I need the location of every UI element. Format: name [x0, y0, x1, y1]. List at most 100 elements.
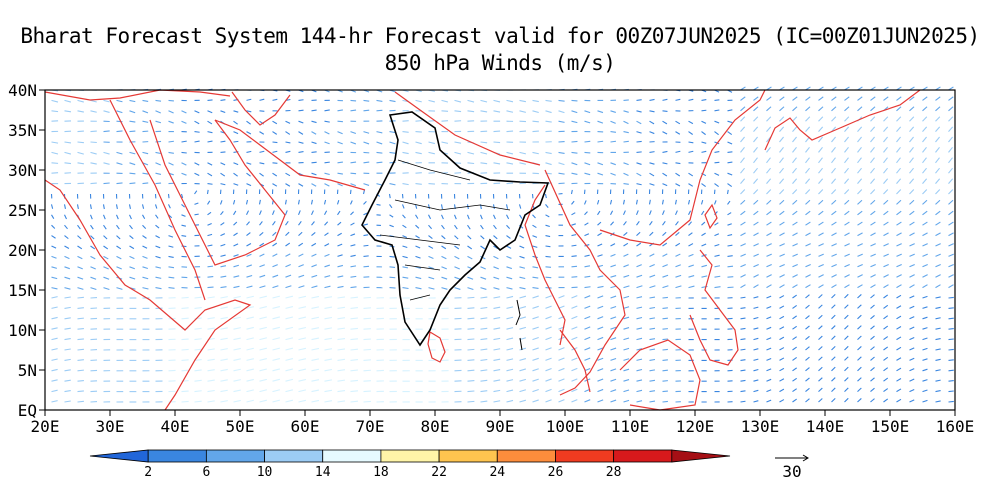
- wind-vector: [480, 400, 488, 403]
- wind-vector: [948, 136, 953, 143]
- wind-vector: [935, 389, 941, 393]
- wind-vector: [831, 221, 837, 226]
- wind-vector: [259, 172, 264, 177]
- wind-vector: [753, 327, 759, 330]
- wind-vector: [519, 295, 527, 299]
- wind-vector: [64, 296, 71, 299]
- colorbar-label: 22: [431, 465, 447, 480]
- wind-vector: [662, 380, 668, 382]
- wind-vector: [480, 110, 488, 113]
- wind-vector: [207, 110, 213, 114]
- wind-vector: [584, 172, 591, 176]
- wind-vector: [649, 110, 655, 113]
- wind-vector: [818, 243, 824, 247]
- wind-vector: [220, 368, 228, 372]
- wind-vector: [896, 116, 902, 122]
- wind-vector: [792, 325, 797, 330]
- wind-vector: [285, 285, 292, 289]
- wind-vector: [792, 157, 797, 164]
- wind-vector: [766, 295, 772, 299]
- wind-vector: [753, 306, 759, 309]
- wind-vector: [753, 221, 759, 226]
- wind-vector: [298, 295, 307, 299]
- wind-vector: [675, 253, 681, 257]
- wind-vector: [623, 140, 629, 143]
- wind-vector: [298, 358, 307, 361]
- wind-vector: [597, 336, 604, 341]
- wind-vector: [103, 245, 109, 250]
- wind-vector: [454, 255, 460, 260]
- wind-vector: [584, 326, 591, 330]
- wind-vector: [831, 96, 837, 101]
- wind-vector: [896, 378, 902, 382]
- wind-vector: [558, 172, 565, 175]
- wind-vector: [857, 253, 863, 257]
- wind-vector: [77, 369, 84, 372]
- wind-vector: [701, 221, 706, 226]
- wind-vector: [272, 285, 279, 289]
- wind-vector: [597, 221, 602, 226]
- wind-vector: [935, 296, 941, 299]
- y-tick-label: 10N: [8, 321, 37, 340]
- wind-vector: [220, 286, 227, 289]
- wind-vector: [506, 389, 514, 393]
- wind-vector: [766, 347, 772, 351]
- wind-vector: [259, 316, 267, 320]
- wind-vector: [740, 232, 746, 237]
- wind-vector: [220, 254, 226, 257]
- wind-vector: [753, 189, 759, 195]
- wind-vector: [687, 199, 691, 205]
- wind-vector: [610, 357, 617, 361]
- wind-vector: [64, 99, 72, 103]
- wind-vector: [64, 151, 72, 155]
- wind-vector: [831, 335, 836, 340]
- wind-vector: [168, 255, 174, 258]
- wind-vector: [453, 214, 457, 220]
- wind-vector: [870, 210, 876, 216]
- wind-vector: [246, 98, 252, 101]
- wind-vector: [571, 315, 578, 320]
- wind-vector: [506, 255, 512, 259]
- wind-vector: [779, 305, 785, 309]
- wind-vector: [532, 235, 538, 238]
- wind-vector: [792, 253, 798, 257]
- wind-vector: [363, 369, 371, 372]
- wind-vector: [805, 116, 811, 122]
- wind-vector: [233, 183, 239, 186]
- wind-vector: [90, 255, 96, 260]
- wind-vector: [662, 390, 668, 393]
- wind-vector: [584, 357, 591, 361]
- wind-vector: [350, 338, 359, 341]
- wind-vector: [337, 369, 346, 372]
- wind-vector: [285, 378, 294, 382]
- wind-vector: [922, 284, 928, 289]
- wind-vector: [493, 235, 498, 240]
- wind-vector: [857, 126, 863, 132]
- wind-vector: [948, 189, 954, 195]
- wind-vector: [77, 99, 84, 103]
- wind-vector: [870, 346, 875, 351]
- wind-vector: [519, 347, 527, 351]
- wind-vector: [311, 358, 320, 361]
- wind-vector: [805, 157, 810, 164]
- wind-vector: [726, 189, 729, 195]
- wind-vector: [948, 253, 954, 257]
- wind-vector: [207, 265, 214, 268]
- wind-vector: [662, 264, 668, 268]
- wind-vector: [51, 255, 57, 259]
- wind-vector: [324, 306, 333, 309]
- wind-vector: [909, 305, 915, 309]
- wind-vector: [246, 347, 254, 351]
- wind-vector: [636, 348, 643, 351]
- wind-vector: [116, 151, 123, 155]
- y-tick-label: 15N: [8, 281, 37, 300]
- wind-vector: [805, 178, 811, 184]
- wind-vector: [337, 389, 346, 393]
- wind-vector: [818, 126, 824, 132]
- wind-vector: [896, 146, 901, 153]
- wind-vector: [935, 379, 941, 382]
- wind-vector: [51, 172, 59, 174]
- wind-vector: [519, 389, 527, 393]
- wind-vector: [805, 284, 811, 289]
- wind-vector: [194, 400, 202, 403]
